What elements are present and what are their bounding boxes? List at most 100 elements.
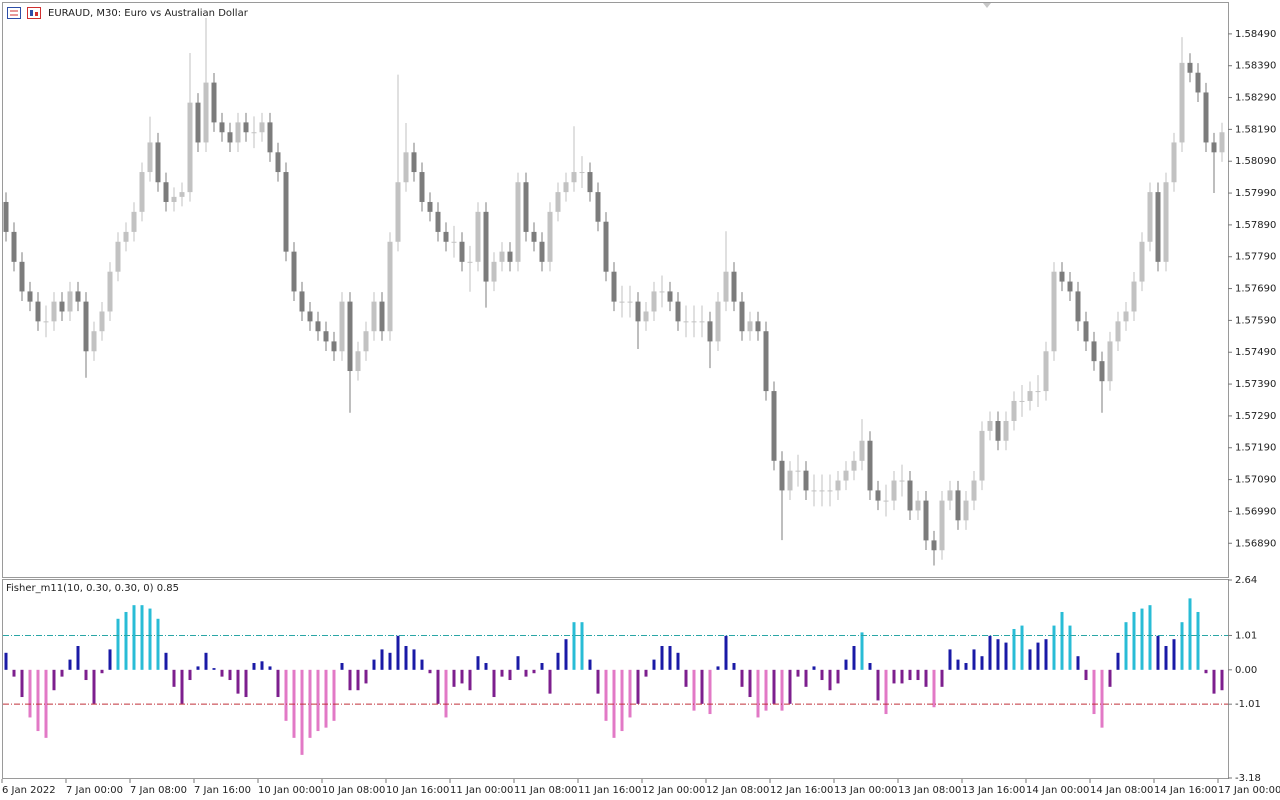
- y-tick-label: 1.57790: [1235, 252, 1276, 263]
- candle-body: [3, 201, 9, 232]
- x-tick-label: 7 Jan 16:00: [194, 785, 251, 796]
- candle-body: [27, 291, 33, 302]
- histogram-bar: [1012, 628, 1016, 670]
- candle-body: [739, 301, 745, 332]
- histogram-bar: [820, 669, 824, 681]
- histogram-bar: [828, 669, 832, 691]
- x-tick-label: 13 Jan 16:00: [962, 785, 1025, 796]
- histogram-bar: [180, 669, 184, 704]
- x-tick-label: 12 Jan 16:00: [770, 785, 833, 796]
- histogram-bar: [476, 656, 480, 670]
- candle-body: [291, 251, 297, 292]
- candle-body: [235, 122, 241, 143]
- y-tick-label: 1.57290: [1235, 411, 1276, 422]
- histogram-bar: [188, 669, 192, 681]
- y-tick-label: 1.01: [1235, 630, 1257, 641]
- histogram-bar: [604, 669, 608, 721]
- histogram-bar: [1116, 652, 1120, 670]
- shift-marker: [983, 3, 991, 8]
- candle-body: [803, 470, 809, 491]
- x-tick-label: 12 Jan 08:00: [706, 785, 769, 796]
- x-tick-label: 14 Jan 08:00: [1090, 785, 1153, 796]
- histogram-bar: [796, 669, 800, 677]
- candle-body: [243, 122, 249, 133]
- histogram-bar: [1124, 622, 1128, 670]
- histogram-bar: [684, 669, 688, 687]
- candle-body: [667, 291, 673, 302]
- histogram-bar: [572, 622, 576, 670]
- histogram-bar: [1220, 669, 1224, 691]
- symbol-icons: [7, 7, 41, 19]
- candle-body: [331, 341, 337, 352]
- histogram-bar: [748, 669, 752, 698]
- candle-body: [75, 291, 81, 302]
- candle-body: [811, 490, 817, 492]
- candle-body: [563, 182, 569, 193]
- candle-body: [787, 470, 793, 491]
- y-tick-label: 1.58490: [1235, 29, 1276, 40]
- histogram-bar: [1004, 642, 1008, 670]
- candle-body: [1203, 92, 1209, 143]
- candle-body: [411, 152, 417, 173]
- histogram-bar: [284, 669, 288, 721]
- histogram-bar: [868, 663, 872, 670]
- histogram-bar: [1076, 656, 1080, 670]
- histogram-bar: [1164, 646, 1168, 670]
- histogram-bar: [1068, 625, 1072, 670]
- candle-body: [1187, 62, 1193, 73]
- candle-body: [59, 301, 65, 312]
- x-tick-label: 11 Jan 00:00: [450, 785, 513, 796]
- candle-body: [283, 172, 289, 252]
- candle-body: [555, 192, 561, 212]
- candle-body: [995, 421, 1001, 441]
- candle-body: [251, 132, 257, 134]
- histogram-bar: [396, 635, 400, 670]
- histogram-bar: [980, 656, 984, 670]
- candle-body: [771, 391, 777, 461]
- histogram-bar: [1028, 649, 1032, 670]
- candle-body: [467, 261, 473, 263]
- histogram-bar: [276, 669, 280, 698]
- candle-body: [1163, 182, 1169, 262]
- candle-body: [643, 311, 649, 322]
- y-tick-label: 1.57190: [1235, 443, 1276, 454]
- x-tick-label: 11 Jan 08:00: [514, 785, 577, 796]
- candle-body: [147, 142, 153, 173]
- histogram-bar: [652, 659, 656, 670]
- candle-body: [363, 331, 369, 352]
- candle-body: [963, 500, 969, 521]
- histogram-bar: [44, 669, 48, 738]
- y-tick-label: 1.58090: [1235, 156, 1276, 167]
- candle-body: [267, 122, 273, 153]
- indicator-title: Fisher_m11(10, 0.30, 0.30, 0) 0.85: [6, 583, 179, 594]
- candle-body: [491, 261, 497, 282]
- candle-body: [227, 132, 233, 143]
- x-tick-label: 10 Jan 08:00: [322, 785, 385, 796]
- candle-body: [587, 172, 593, 193]
- candle-body: [707, 321, 713, 342]
- candle-body: [899, 480, 905, 482]
- histogram-bar: [364, 669, 368, 684]
- y-tick-label: 1.56990: [1235, 506, 1276, 517]
- candle-body: [443, 231, 449, 242]
- candle-body: [1107, 341, 1113, 382]
- candle-body: [1091, 341, 1097, 362]
- x-tick-label: 13 Jan 08:00: [898, 785, 961, 796]
- histogram-bar: [788, 669, 792, 704]
- candle-body: [435, 211, 441, 232]
- candle-body: [1131, 281, 1137, 312]
- histogram-bar: [260, 661, 264, 670]
- candle-body: [843, 470, 849, 481]
- candle-body: [1011, 400, 1017, 422]
- candle-body: [931, 540, 937, 551]
- histogram-bar: [316, 669, 320, 732]
- candle-body: [531, 231, 537, 242]
- candle-body: [355, 351, 361, 372]
- x-tick-label: 17 Jan 00:00: [1218, 785, 1280, 796]
- histogram-bar: [676, 652, 680, 670]
- candle-body: [547, 211, 553, 262]
- y-tick-label: 1.57490: [1235, 347, 1276, 358]
- candle-body: [875, 490, 881, 501]
- histogram-bar: [764, 669, 768, 711]
